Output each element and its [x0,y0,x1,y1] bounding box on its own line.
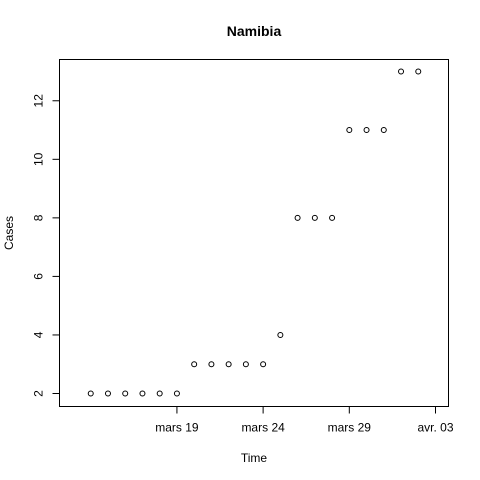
data-point [225,361,232,368]
x-tick-label: avr. 03 [417,421,453,435]
y-tick-label: 12 [32,94,46,108]
data-point [398,68,405,75]
data-point [380,127,387,134]
y-tick-label: 4 [32,331,46,338]
y-tick-label: 2 [32,390,46,397]
x-tick-label: mars 19 [155,421,199,435]
data-point [415,68,422,75]
x-tick-label: mars 29 [328,421,372,435]
y-axis: 2 4 6 8 10 12 [32,94,60,397]
data-point [277,331,284,338]
data-point [363,127,370,134]
data-point [294,214,301,221]
data-point [156,390,163,397]
y-tick-label: 6 [32,273,46,280]
data-points [87,68,422,397]
data-point [122,390,129,397]
data-point [242,361,249,368]
data-point [139,390,146,397]
data-point [346,127,353,134]
data-point [191,361,198,368]
data-point [104,390,111,397]
x-tick-label: mars 24 [241,421,285,435]
x-axis: mars 19 mars 24 mars 29 avr. 03 [155,406,454,435]
y-tick-label: 10 [32,152,46,166]
data-point [329,214,336,221]
data-point [87,390,94,397]
data-point [173,390,180,397]
data-point [311,214,318,221]
data-point [260,361,267,368]
y-axis-label: Cases [2,216,16,250]
plot-frame [59,59,449,407]
chart-title: Namibia [227,23,282,39]
x-axis-label: Time [241,451,268,465]
y-tick-label: 8 [32,214,46,221]
data-point [208,361,215,368]
